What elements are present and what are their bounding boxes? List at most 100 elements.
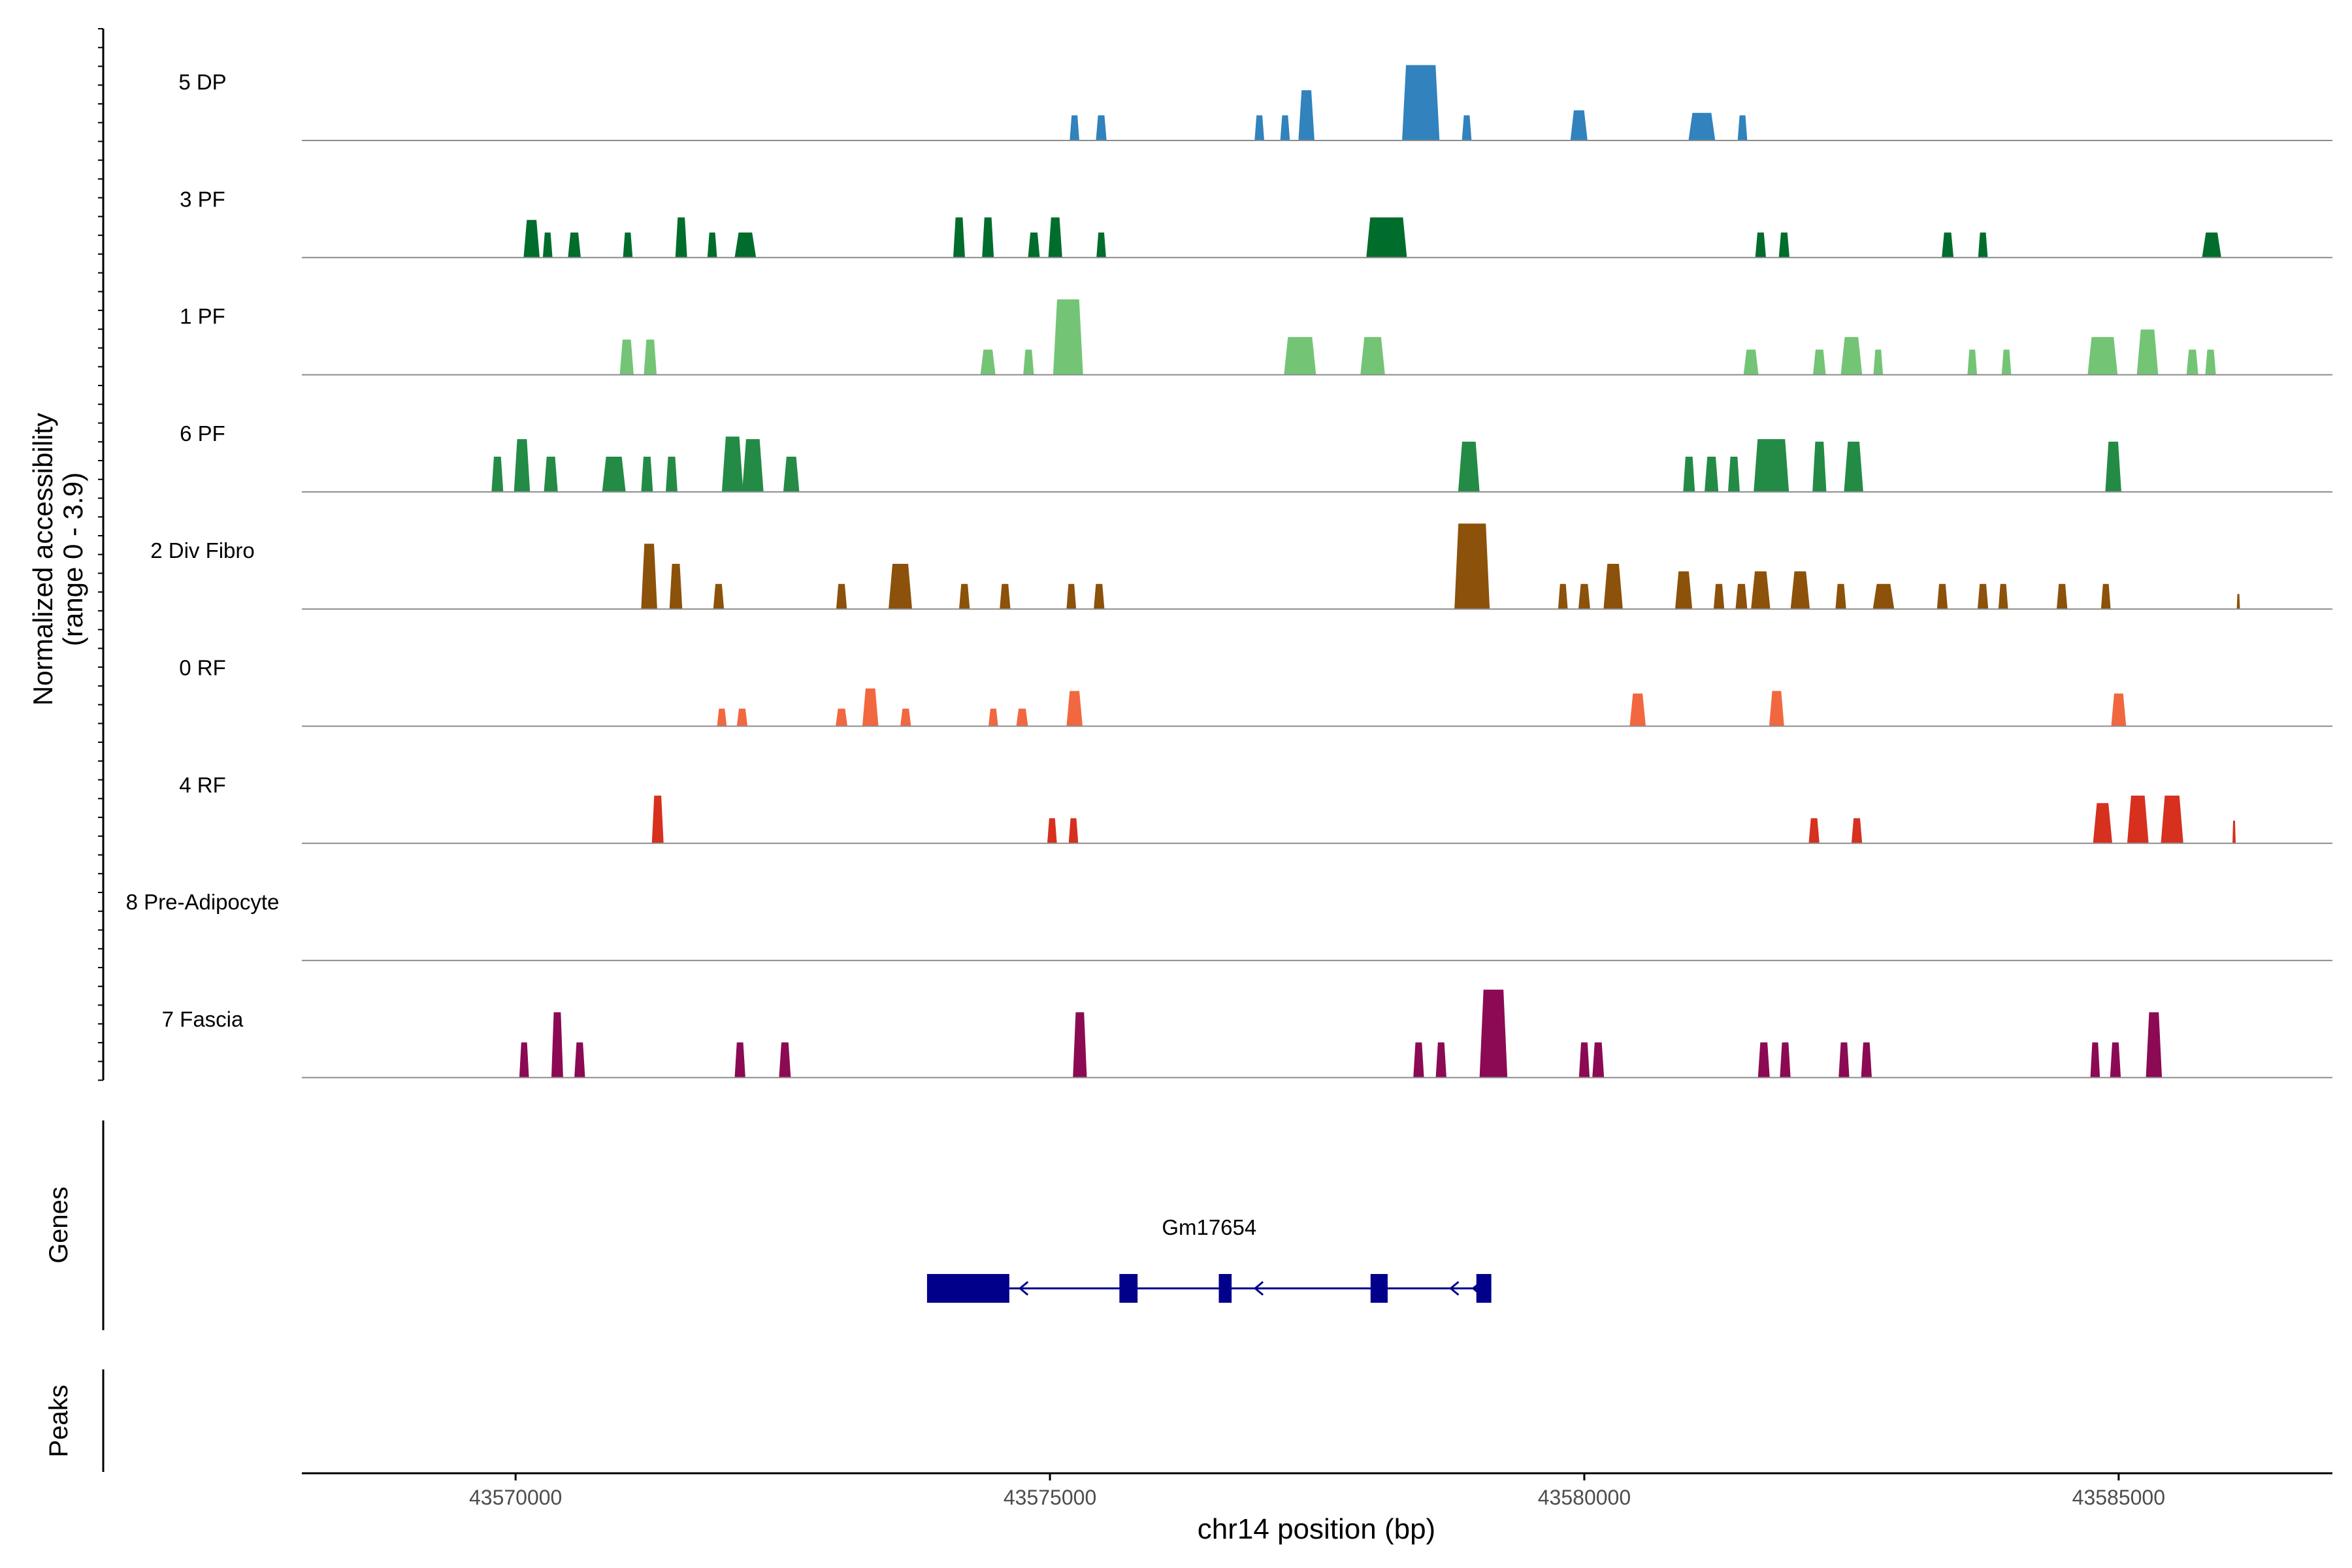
coverage-peak bbox=[1435, 1042, 1446, 1078]
coverage-peak bbox=[2001, 350, 2012, 375]
coverage-peak bbox=[1280, 115, 1290, 140]
coverage-peak bbox=[1840, 336, 1863, 375]
coverage-tracks: 5 DP 3 PF 1 PF 6 PF 2 Div Fibro 0 RF 4 RF 8 Pre… bbox=[126, 65, 2332, 1079]
coverage-peak bbox=[1737, 115, 1748, 140]
coverage-peak bbox=[1942, 232, 1954, 258]
track-6-pf: 6 PF bbox=[180, 421, 2332, 493]
x-tick-label: 43570000 bbox=[469, 1486, 562, 1509]
coverage-peak bbox=[1743, 350, 1759, 375]
coverage-peak bbox=[1047, 818, 1057, 843]
coverage-peak bbox=[889, 563, 913, 610]
coverage-peak bbox=[1603, 563, 1623, 610]
track-label: 3 PF bbox=[180, 187, 225, 211]
coverage-peak bbox=[1735, 583, 1748, 610]
coverage-peak bbox=[2146, 1012, 2163, 1078]
coverage-peak bbox=[1977, 583, 1989, 610]
coverage-peak bbox=[1458, 441, 1480, 492]
coverage-peak bbox=[1066, 583, 1077, 610]
coverage-peak bbox=[736, 708, 748, 727]
coverage-peak bbox=[1688, 112, 1716, 140]
coverage-peak bbox=[602, 457, 626, 492]
coverage-peak bbox=[1000, 583, 1011, 610]
coverage-peak bbox=[836, 708, 848, 727]
track-8-pre-adipocyte: 8 Pre-Adipocyte bbox=[126, 890, 2332, 962]
coverage-peak bbox=[542, 232, 553, 258]
coverage-peak bbox=[1066, 691, 1083, 727]
coverage-peak bbox=[734, 1042, 745, 1078]
track-label: 5 DP bbox=[178, 70, 226, 94]
track-2-div-fibro: 2 Div Fibro bbox=[150, 523, 2332, 610]
peaks-panel-label: Peaks bbox=[44, 1384, 73, 1457]
gene-exon bbox=[1370, 1274, 1388, 1303]
coverage-peak bbox=[551, 1012, 563, 1078]
coverage-peak bbox=[665, 457, 678, 492]
coverage-peak bbox=[1998, 583, 2008, 610]
coverage-peak bbox=[1751, 571, 1771, 610]
coverage-peak bbox=[669, 563, 683, 610]
coverage-peak bbox=[1769, 691, 1784, 727]
coverage-peak bbox=[1790, 571, 1810, 610]
coverage-peak bbox=[1028, 232, 1040, 258]
coverage-peak bbox=[491, 457, 504, 492]
x-tick-label: 43585000 bbox=[2072, 1486, 2165, 1509]
gene-exon bbox=[1476, 1274, 1492, 1303]
coverage-peak bbox=[1048, 217, 1062, 258]
coverage-peak bbox=[2100, 583, 2111, 610]
coverage-peak bbox=[1780, 1042, 1791, 1078]
coverage-peak bbox=[988, 708, 998, 727]
coverage-peak bbox=[1851, 818, 1863, 843]
coverage-peak bbox=[2110, 1042, 2121, 1078]
y-axis-label-line2: (range 0 - 3.9) bbox=[57, 472, 88, 646]
gene-strand-arrow bbox=[1253, 1281, 1264, 1296]
coverage-peak bbox=[641, 457, 653, 492]
coverage-peak bbox=[1674, 571, 1693, 610]
coverage-peak bbox=[1068, 818, 1079, 843]
coverage-peak bbox=[619, 339, 634, 375]
coverage-peak bbox=[862, 688, 879, 727]
x-axis-ticks: 43570000 43575000 43580000 43585000 bbox=[469, 1473, 2165, 1509]
track-label: 8 Pre-Adipocyte bbox=[126, 890, 280, 914]
genes-panel-label: Genes bbox=[44, 1186, 73, 1264]
coverage-peak bbox=[1298, 90, 1315, 140]
coverage-peak bbox=[651, 795, 664, 843]
coverage-peak bbox=[2161, 795, 2183, 843]
gene-exon bbox=[1218, 1274, 1232, 1303]
coverage-peak bbox=[2087, 336, 2118, 375]
track-0-rf: 0 RF bbox=[179, 656, 2332, 727]
coverage-peak bbox=[1936, 583, 1948, 610]
coverage-peak bbox=[721, 436, 743, 492]
coverage-peak bbox=[1813, 350, 1826, 375]
coverage-peak bbox=[959, 583, 970, 610]
coverage-peak bbox=[1812, 441, 1827, 492]
coverage-peak bbox=[2232, 821, 2236, 843]
y-axis-label-line1: Normalized accessibility bbox=[27, 413, 58, 706]
coverage-peak bbox=[1578, 1042, 1590, 1078]
track-5-dp: 5 DP bbox=[178, 65, 2332, 141]
track-label: 6 PF bbox=[180, 421, 225, 446]
coverage-peak bbox=[1254, 115, 1265, 140]
track-4-rf: 4 RF bbox=[179, 773, 2332, 844]
coverage-peak bbox=[1016, 708, 1028, 727]
coverage-peak bbox=[1284, 336, 1316, 375]
coverage-y-axis bbox=[98, 28, 105, 1081]
coverage-peak bbox=[1360, 336, 1385, 375]
track-1-pf: 1 PF bbox=[180, 299, 2332, 376]
coverage-peak bbox=[783, 457, 800, 492]
coverage-peak bbox=[980, 350, 996, 375]
x-tick-label: 43575000 bbox=[1004, 1486, 1096, 1509]
track-label: 2 Div Fibro bbox=[150, 538, 255, 563]
coverage-peak bbox=[574, 1042, 585, 1078]
gene-name: Gm17654 bbox=[1162, 1215, 1256, 1239]
coverage-peak bbox=[1462, 115, 1472, 140]
coverage-peak bbox=[1835, 583, 1846, 610]
coverage-peak bbox=[1704, 457, 1719, 492]
coverage-peak bbox=[2090, 1042, 2100, 1078]
gene-strand-arrow bbox=[1449, 1281, 1460, 1296]
track-3-pf: 3 PF bbox=[180, 187, 2332, 259]
coverage-peak bbox=[1053, 299, 1083, 375]
coverage-peak bbox=[900, 708, 911, 727]
coverage-peak bbox=[1073, 1012, 1087, 1078]
track-label: 4 RF bbox=[179, 773, 226, 797]
coverage-peak bbox=[836, 583, 847, 610]
